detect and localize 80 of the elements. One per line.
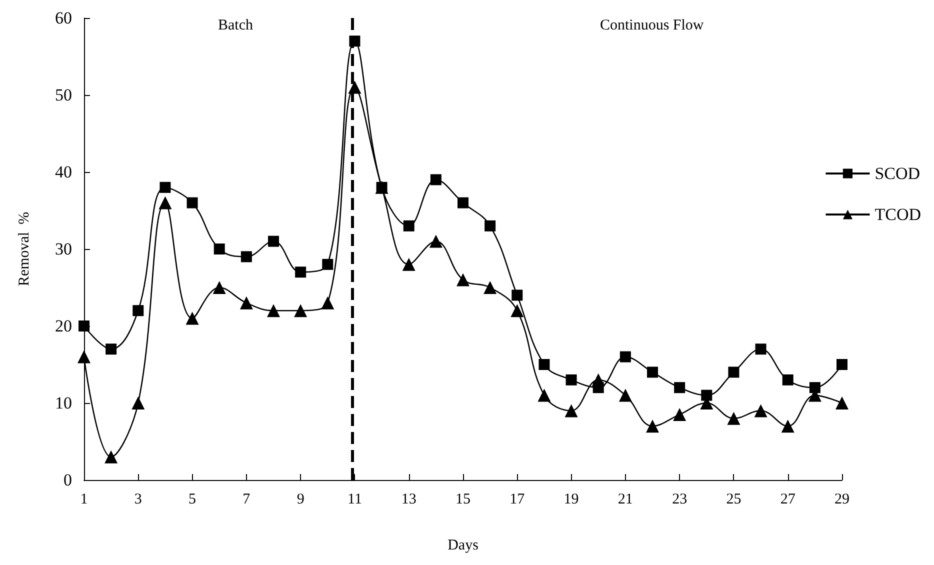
x-tick-label: 1 [80,492,88,508]
y-tick-label: 0 [64,470,72,490]
point [132,396,145,410]
point [674,382,686,394]
point [348,80,362,94]
point [321,296,334,310]
y-tick-label: 20 [55,316,72,336]
point [78,350,90,364]
point [647,366,658,378]
point [214,244,225,254]
point [267,304,280,318]
x-tick-label: 25 [726,492,742,508]
point [403,220,414,232]
point [781,420,794,433]
point [104,450,118,464]
x-tick-label: 15 [456,492,470,508]
point [132,305,144,316]
point [294,304,308,318]
point [268,236,279,247]
point [484,281,497,294]
y-tick-label: 30 [55,240,72,258]
x-tick-label: 19 [564,492,579,508]
point [727,412,740,425]
point [836,396,848,410]
point [673,408,686,422]
point [538,359,550,370]
point [566,374,577,386]
point [158,196,172,210]
point [240,296,253,310]
point [618,388,632,402]
x-tick-label: 5 [188,492,196,508]
point [728,366,740,378]
x-tick-label: 13 [401,492,416,508]
x-axis-title: Days [448,538,479,554]
point [429,234,442,248]
point [620,351,631,362]
annotation: Batch [218,18,254,34]
point [186,312,199,325]
x-tick-label: 11 [347,492,362,508]
x-tick-label: 27 [780,492,796,508]
x-tick-label: 23 [672,492,688,508]
point [458,197,468,208]
point [212,281,226,294]
point [564,404,578,418]
point [538,388,551,402]
x-tick-label: 7 [242,492,251,508]
point [402,258,416,271]
x-tick-label: 21 [618,492,633,508]
y-tick-label: 40 [55,162,72,182]
point [512,290,523,301]
y-tick-label: 50 [55,86,72,104]
point [646,420,659,433]
point [430,174,442,186]
y-axis-title: Removal % [16,212,32,286]
point [755,344,766,355]
point [592,382,604,394]
point [782,374,794,386]
point [484,220,496,232]
x-tick-label: 3 [134,492,142,508]
point [754,404,768,418]
point [349,36,360,47]
point [295,266,306,278]
x-tick-label: 29 [834,492,850,508]
point [106,344,117,355]
annotation: Continuous Flow [600,18,704,34]
point [510,304,524,318]
point [160,182,171,193]
legend-label: TCOD [874,205,922,224]
point [701,390,712,401]
y-tick-label: 10 [55,394,72,412]
legend-label: SCOD [874,164,920,183]
x-tick-label: 17 [510,492,526,508]
point [186,197,198,208]
point [322,258,334,270]
point [456,273,470,286]
x-tick-label: 9 [296,492,304,508]
point [809,382,820,394]
y-tick-label: 60 [55,8,72,28]
point [240,251,252,262]
point [836,359,848,370]
